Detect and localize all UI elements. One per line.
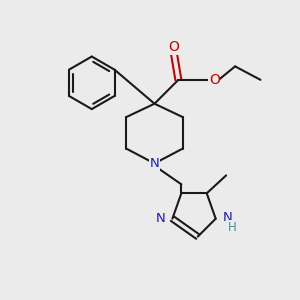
Text: N: N xyxy=(150,157,159,170)
Text: N: N xyxy=(222,211,232,224)
Text: N: N xyxy=(156,212,166,225)
Text: O: O xyxy=(169,40,179,54)
Text: O: O xyxy=(209,73,220,87)
Text: H: H xyxy=(228,220,237,233)
